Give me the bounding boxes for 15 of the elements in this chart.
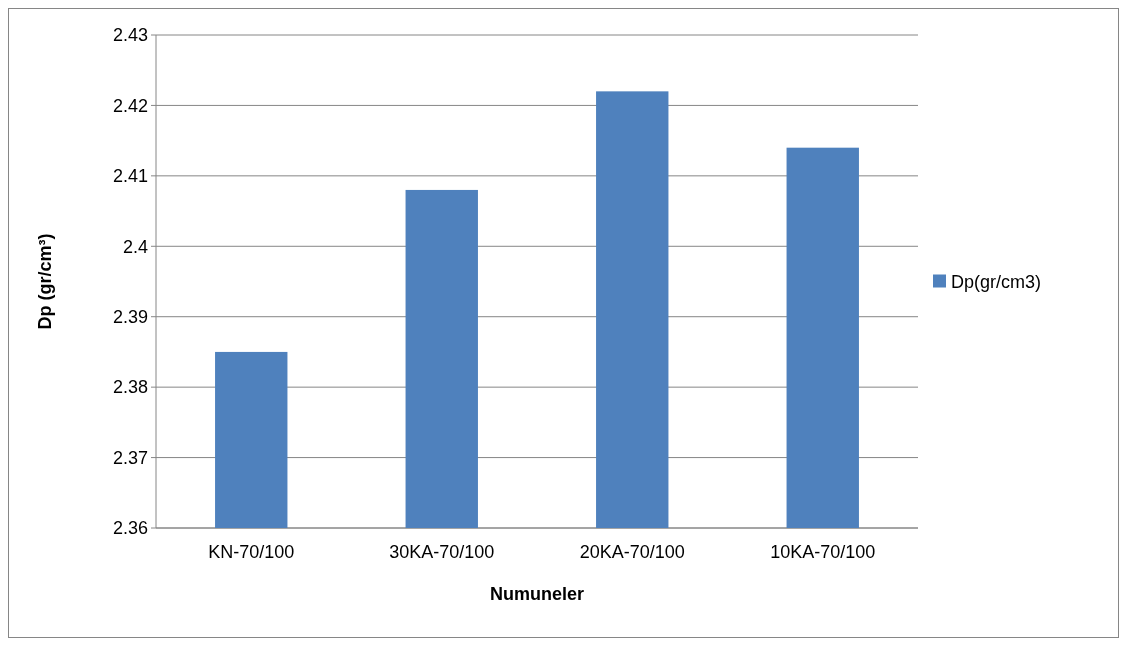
y-tick-label: 2.4 bbox=[122, 236, 148, 257]
y-tick-label: 2.36 bbox=[112, 518, 148, 539]
y-tick-label: 2.37 bbox=[112, 447, 148, 468]
x-tick-label: 10KA-70/100 bbox=[770, 542, 876, 562]
y-tick-label: 2.39 bbox=[112, 307, 148, 328]
y-tick-label: 2.38 bbox=[112, 377, 148, 398]
x-tick-label: 20KA-70/100 bbox=[579, 542, 685, 562]
x-tick-label: KN-70/100 bbox=[208, 542, 295, 562]
legend-label: Dp(gr/cm3) bbox=[951, 271, 1042, 292]
y-tick-label: 2.41 bbox=[112, 166, 148, 187]
x-tick-label: 30KA-70/100 bbox=[389, 542, 495, 562]
y-axis-title: Dp (gr/cm³) bbox=[35, 233, 55, 330]
y-tick-label: 2.43 bbox=[112, 25, 148, 46]
y-tick-label: 2.42 bbox=[112, 95, 148, 116]
x-axis-title: Numuneler bbox=[489, 584, 585, 604]
